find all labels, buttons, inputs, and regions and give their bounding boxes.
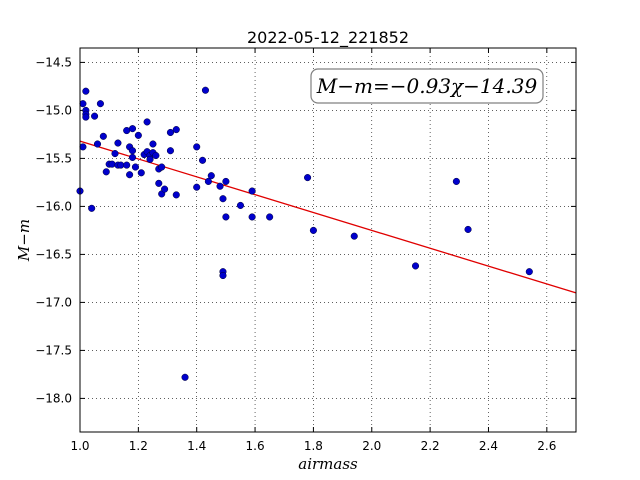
x-tick-label: 1.4 (187, 439, 206, 453)
data-point (309, 226, 317, 234)
data-point (172, 191, 180, 199)
data-point (143, 118, 151, 126)
y-axis-label: M−m (15, 219, 33, 262)
data-point (198, 156, 207, 164)
data-point (137, 169, 145, 177)
data-point (146, 155, 154, 163)
data-point (193, 143, 201, 151)
data-point (152, 151, 160, 160)
y-tick-label: −16.0 (35, 199, 72, 213)
fit-equation-text: M−m=−0.93χ−14.39 (316, 74, 538, 98)
data-point (216, 182, 224, 190)
x-tick-label: 2.2 (421, 439, 440, 453)
data-point (236, 201, 245, 209)
y-tick-label: −17.5 (35, 343, 72, 357)
data-point (128, 153, 137, 161)
data-point (525, 268, 533, 276)
data-point (248, 187, 256, 195)
x-tick-label: 1.0 (70, 439, 89, 453)
x-tick-label: 1.2 (129, 439, 148, 453)
y-tick-label: −18.0 (35, 391, 72, 405)
data-point (114, 139, 122, 147)
data-point (166, 128, 174, 137)
y-tick-label: −17.0 (35, 295, 72, 309)
data-point (123, 161, 131, 169)
data-point (248, 213, 256, 221)
fit-equation-box: M−m=−0.93χ−14.39 (310, 68, 544, 104)
x-tick-label: 2.6 (537, 439, 556, 453)
data-point (181, 373, 189, 381)
y-tick-label: −15.5 (35, 151, 72, 165)
data-point (204, 177, 212, 185)
data-point (350, 232, 358, 240)
data-point (452, 177, 460, 185)
data-point (99, 132, 107, 140)
data-point (131, 163, 139, 171)
data-point (166, 147, 174, 155)
data-point (102, 168, 110, 176)
data-point (126, 171, 134, 179)
data-point (155, 179, 163, 187)
data-point (82, 87, 90, 95)
data-point (219, 271, 227, 280)
data-point (108, 160, 116, 168)
data-point (79, 143, 87, 151)
data-point (201, 86, 210, 94)
y-tick-label: −14.5 (35, 55, 72, 69)
data-point (266, 213, 274, 221)
x-tick-label: 1.8 (304, 439, 323, 453)
y-tick-label: −16.5 (35, 247, 72, 261)
data-point (222, 213, 230, 221)
axes-frame (79, 47, 577, 433)
x-tick-label: 2.0 (362, 439, 381, 453)
data-point (222, 177, 230, 185)
data-point (96, 100, 104, 108)
chart-title: 2022-05-12_221852 (247, 28, 409, 48)
data-point (111, 150, 119, 158)
x-tick-label: 1.6 (246, 439, 265, 453)
data-point (411, 262, 420, 270)
x-axis-label: airmass (298, 455, 358, 473)
y-tick-label: −15.0 (35, 103, 72, 117)
data-point (464, 225, 472, 233)
data-point (93, 140, 102, 148)
data-point (304, 174, 312, 182)
data-point (128, 147, 137, 155)
data-point (82, 113, 90, 121)
data-point (172, 126, 180, 134)
data-point (91, 112, 99, 120)
x-tick-label: 2.4 (479, 439, 498, 453)
data-point (193, 183, 201, 191)
data-point (161, 185, 169, 193)
data-point (79, 100, 87, 108)
data-point (158, 163, 166, 171)
data-point (219, 195, 227, 203)
fit-equation-frame (310, 68, 544, 104)
data-point (128, 125, 137, 133)
data-point (88, 204, 96, 212)
data-point (149, 140, 157, 148)
data-point (207, 172, 215, 180)
plot-area: 1.0 1.2 1.4 1.6 1.8 2.0 2.2 2.4 2.6 −14.5 −15.0 −15… (35, 47, 577, 453)
data-point (134, 131, 142, 139)
